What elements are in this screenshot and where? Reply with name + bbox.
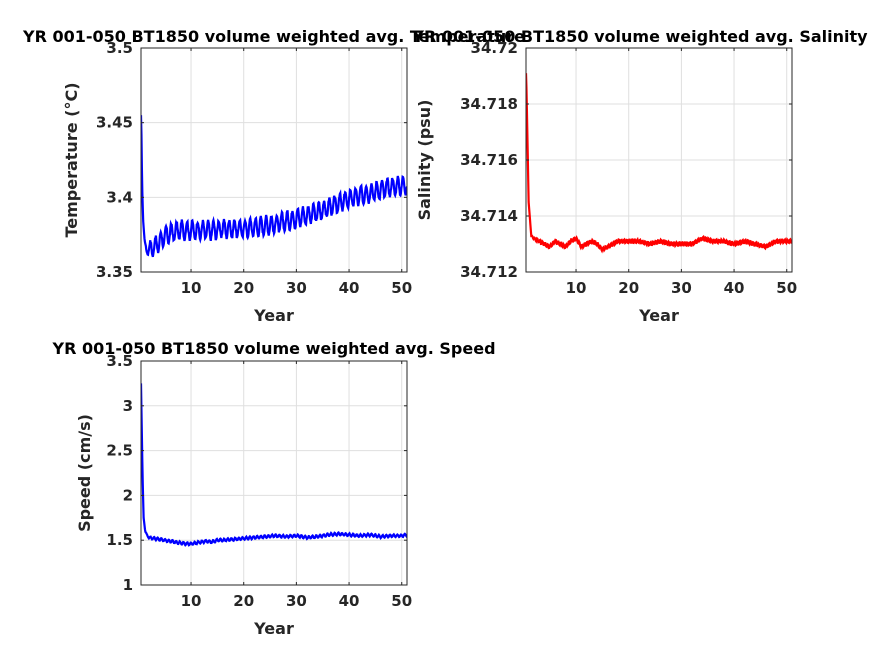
y-tick-label: 34.72 bbox=[471, 39, 518, 57]
chart-panel-3: 10 20 30 40 50 1 1.5 2 2.5 3 3.5 Year Speed (cm/s) YR… bbox=[51, 339, 495, 638]
x-tick-label: 20 bbox=[618, 279, 639, 297]
y-tick-label: 3.5 bbox=[106, 39, 133, 57]
x-axis-label: Year bbox=[253, 306, 294, 325]
y-tick-label: 34.712 bbox=[460, 263, 518, 281]
y-tick-label: 3 bbox=[123, 397, 133, 415]
y-tick-label: 2 bbox=[123, 486, 133, 504]
x-tick-label: 40 bbox=[724, 279, 745, 297]
y-axis-label: Temperature (°C) bbox=[62, 82, 81, 237]
x-tick-label: 50 bbox=[776, 279, 797, 297]
series-line bbox=[141, 115, 407, 258]
chart-panel-1: 10 20 30 40 50 3.35 3.4 3.45 3.5 Year Temperature … bbox=[22, 27, 525, 325]
chart-panel-2: 10 20 30 40 5034.71234.71434.71634.71834.72Y… bbox=[411, 27, 868, 325]
y-tick-label: 3.4 bbox=[106, 188, 133, 206]
x-tick-label: 30 bbox=[286, 279, 307, 297]
x-tick-label: 10 bbox=[566, 279, 587, 297]
y-axis-label: Speed (cm/s) bbox=[75, 414, 94, 532]
plot-area bbox=[141, 361, 407, 585]
x-axis-label: Year bbox=[638, 306, 679, 325]
y-tick-label: 3.45 bbox=[96, 114, 133, 132]
y-tick-label: 3.35 bbox=[96, 263, 133, 281]
axes-frame bbox=[140, 360, 408, 586]
y-tick-label: 34.714 bbox=[460, 207, 518, 225]
y-tick-label: 34.716 bbox=[460, 151, 518, 169]
x-axis-label: Year bbox=[253, 619, 294, 638]
x-tick-label: 40 bbox=[339, 592, 360, 610]
y-tick-label: 2.5 bbox=[106, 442, 133, 460]
chart-title: YR 001-050 BT1850 volume weighted avg. S… bbox=[51, 339, 495, 358]
chart-title: YR 001-050 BT1850 volume weighted avg. T… bbox=[22, 27, 525, 46]
y-tick-label: 1.5 bbox=[106, 531, 133, 549]
axes-frame bbox=[140, 47, 408, 273]
series-line bbox=[526, 73, 792, 254]
y-tick-label: 34.718 bbox=[460, 95, 518, 113]
series-line bbox=[141, 383, 407, 547]
x-tick-label: 20 bbox=[233, 279, 254, 297]
plot-area bbox=[141, 48, 407, 272]
x-tick-label: 30 bbox=[286, 592, 307, 610]
y-axis-label: Salinity (psu) bbox=[415, 100, 434, 221]
x-tick-label: 30 bbox=[671, 279, 692, 297]
x-tick-label: 50 bbox=[391, 592, 412, 610]
x-tick-label: 10 bbox=[181, 279, 202, 297]
y-tick-label: 3.5 bbox=[106, 352, 133, 370]
x-tick-label: 20 bbox=[233, 592, 254, 610]
x-tick-label: 40 bbox=[339, 279, 360, 297]
x-tick-label: 10 bbox=[181, 592, 202, 610]
chart-title: YR 001-050 BT1850 volume weighted avg. S… bbox=[411, 27, 868, 46]
x-tick-label: 50 bbox=[391, 279, 412, 297]
y-tick-label: 1 bbox=[123, 576, 133, 594]
